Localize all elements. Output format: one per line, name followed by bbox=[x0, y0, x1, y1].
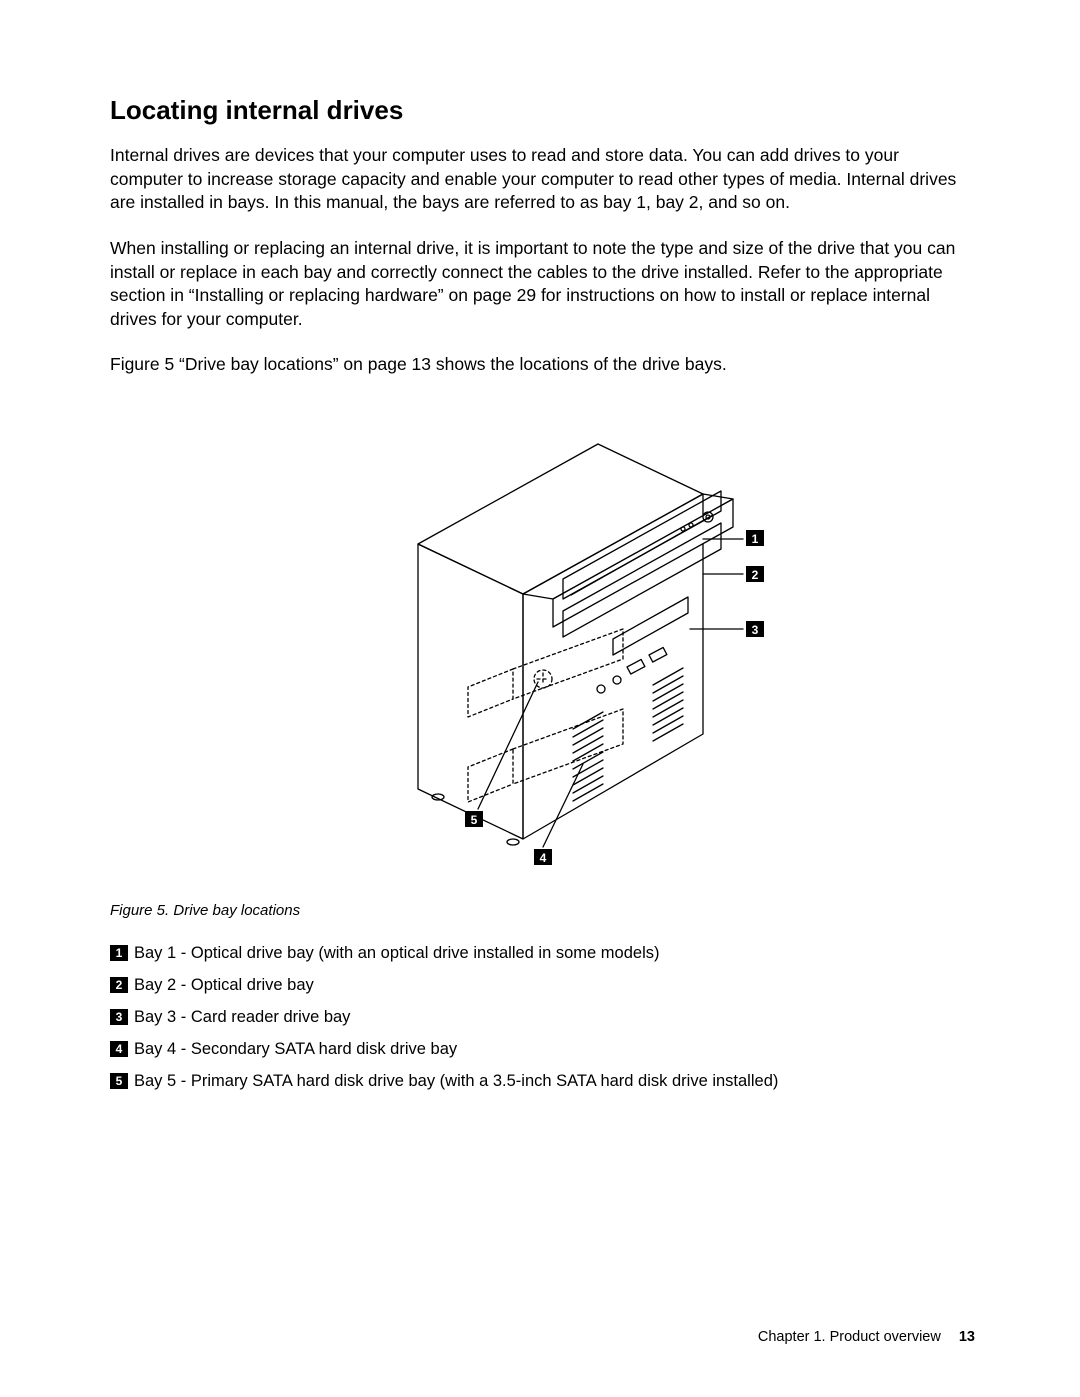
legend-row: 1 Bay 1 - Optical drive bay (with an opt… bbox=[110, 939, 975, 967]
callout-1: 1 bbox=[751, 532, 758, 546]
figure-container: 1 2 3 4 5 bbox=[110, 399, 975, 884]
legend-badge-1: 1 bbox=[110, 945, 128, 961]
legend-badge-2: 2 bbox=[110, 977, 128, 993]
legend-text-1: Bay 1 - Optical drive bay (with an optic… bbox=[134, 939, 659, 967]
callout-3: 3 bbox=[751, 623, 758, 637]
page-number: 13 bbox=[959, 1329, 975, 1345]
section-heading: Locating internal drives bbox=[110, 95, 975, 126]
legend-text-4: Bay 4 - Secondary SATA hard disk drive b… bbox=[134, 1035, 457, 1063]
callout-2: 2 bbox=[751, 568, 758, 582]
legend-text-5: Bay 5 - Primary SATA hard disk drive bay… bbox=[134, 1067, 778, 1095]
callout-5: 5 bbox=[470, 813, 477, 827]
figure-caption: Figure 5. Drive bay locations bbox=[110, 902, 975, 919]
page-footer: Chapter 1. Product overview 13 bbox=[758, 1329, 975, 1345]
legend-text-3: Bay 3 - Card reader drive bay bbox=[134, 1003, 350, 1031]
legend-badge-5: 5 bbox=[110, 1073, 128, 1089]
legend-badge-3: 3 bbox=[110, 1009, 128, 1025]
legend-row: 4 Bay 4 - Secondary SATA hard disk drive… bbox=[110, 1035, 975, 1063]
callout-4: 4 bbox=[539, 851, 546, 865]
legend-badge-4: 4 bbox=[110, 1041, 128, 1057]
drive-bay-diagram: 1 2 3 4 5 bbox=[303, 399, 783, 879]
chapter-label: Chapter 1. Product overview bbox=[758, 1329, 941, 1345]
legend-text-2: Bay 2 - Optical drive bay bbox=[134, 971, 314, 999]
legend-row: 3 Bay 3 - Card reader drive bay bbox=[110, 1003, 975, 1031]
paragraph-1: Internal drives are devices that your co… bbox=[110, 144, 975, 215]
legend-row: 5 Bay 5 - Primary SATA hard disk drive b… bbox=[110, 1067, 975, 1095]
document-page: Locating internal drives Internal drives… bbox=[0, 0, 1080, 1397]
paragraph-3: Figure 5 “Drive bay locations” on page 1… bbox=[110, 353, 975, 377]
paragraph-2: When installing or replacing an internal… bbox=[110, 237, 975, 332]
legend-row: 2 Bay 2 - Optical drive bay bbox=[110, 971, 975, 999]
legend-list: 1 Bay 1 - Optical drive bay (with an opt… bbox=[110, 939, 975, 1095]
